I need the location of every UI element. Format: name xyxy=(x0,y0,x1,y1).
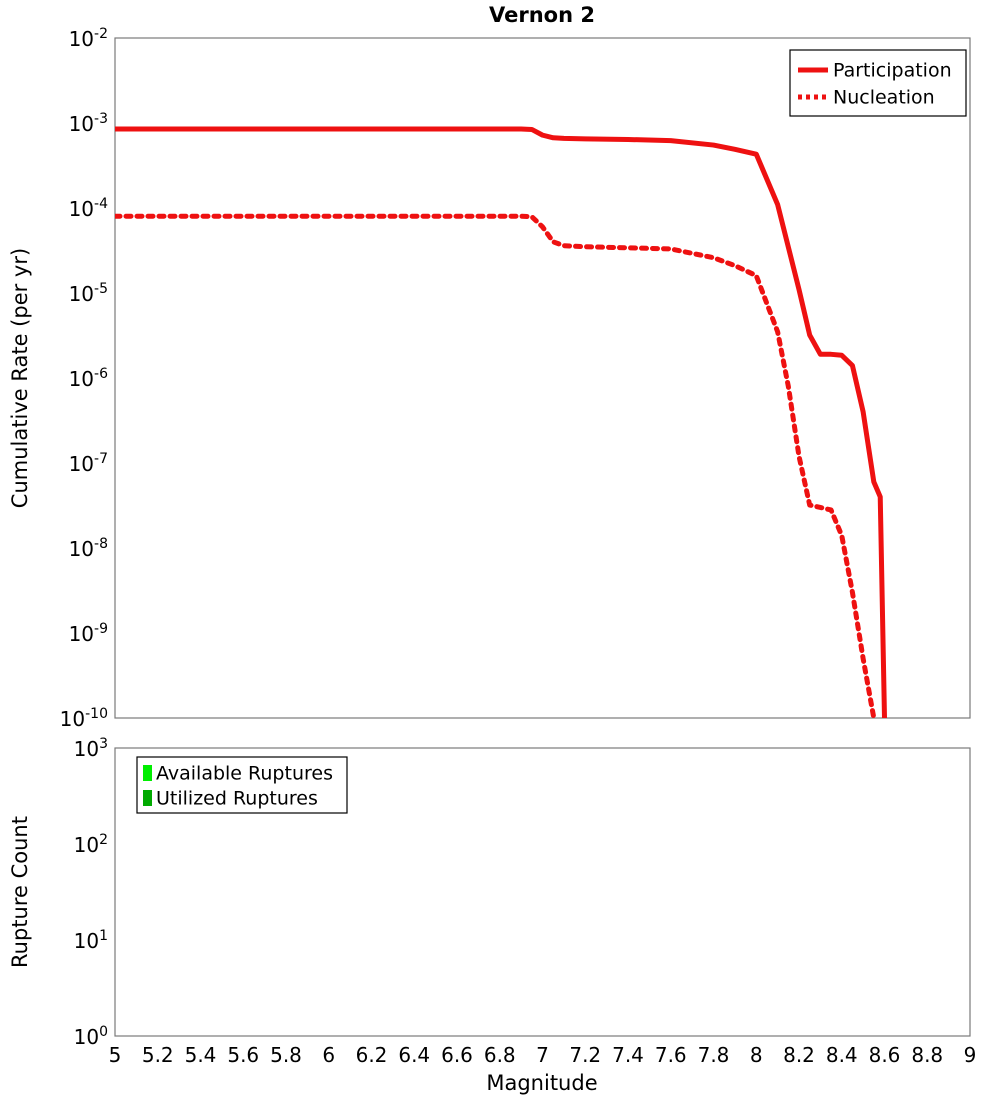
x-tick-label: 5.6 xyxy=(227,1043,259,1067)
x-tick-label: 5.2 xyxy=(142,1043,174,1067)
x-tick-label: 8 xyxy=(750,1043,763,1067)
bottom-panel-legend[interactable]: Available Ruptures Utilized Ruptures xyxy=(137,757,347,813)
bottom-panel-y-axis-label: Rupture Count xyxy=(8,816,32,968)
x-tick-label: 7.6 xyxy=(655,1043,687,1067)
top-panel-legend[interactable]: Participation Nucleation xyxy=(790,50,966,116)
x-tick-label: 5 xyxy=(109,1043,122,1067)
top-panel-y-axis-label: Cumulative Rate (per yr) xyxy=(8,248,32,508)
top-panel-cumulative-rate: 10-210-310-410-510-610-710-810-910-10 Cu… xyxy=(8,26,970,731)
x-tick-label: 5.8 xyxy=(270,1043,302,1067)
x-tick-label: 7.4 xyxy=(612,1043,644,1067)
x-tick-label: 8.6 xyxy=(869,1043,901,1067)
top-panel-frame xyxy=(115,38,970,718)
figure-container: Vernon 2 10-210-310-410-510-610-710-810-… xyxy=(0,0,1000,1100)
chart-title: Vernon 2 xyxy=(489,3,595,27)
x-tick-label: 6 xyxy=(322,1043,335,1067)
x-tick-label: 7.8 xyxy=(698,1043,730,1067)
x-tick-label: 6.4 xyxy=(398,1043,430,1067)
legend-swatch-utilized-ruptures-icon xyxy=(143,790,152,806)
x-tick-label: 7 xyxy=(536,1043,549,1067)
x-axis-label: Magnitude xyxy=(486,1071,597,1095)
x-tick-label: 9 xyxy=(964,1043,977,1067)
x-tick-label: 7.2 xyxy=(569,1043,601,1067)
x-tick-label: 8.4 xyxy=(826,1043,858,1067)
legend-label-available-ruptures: Available Ruptures xyxy=(156,763,333,785)
legend-label-utilized-ruptures: Utilized Ruptures xyxy=(156,788,318,810)
x-tick-label: 5.4 xyxy=(185,1043,217,1067)
x-tick-label: 6.6 xyxy=(441,1043,473,1067)
legend-label-nucleation: Nucleation xyxy=(833,87,935,109)
x-tick-label: 8.8 xyxy=(911,1043,943,1067)
x-tick-label: 8.2 xyxy=(783,1043,815,1067)
bottom-panel-x-tick-labels: 5 5.2 5.4 5.6 5.8 6 6.2 6.4 6.6 6.8 7 7.2 7.4 7.6 7.8 8… xyxy=(109,1043,977,1067)
x-tick-label: 6.8 xyxy=(484,1043,516,1067)
x-tick-label: 6.2 xyxy=(356,1043,388,1067)
legend-label-participation: Participation xyxy=(833,60,952,82)
chart-figure: Vernon 2 10-210-310-410-510-610-710-810-… xyxy=(0,0,1000,1100)
legend-swatch-available-ruptures-icon xyxy=(143,765,152,781)
